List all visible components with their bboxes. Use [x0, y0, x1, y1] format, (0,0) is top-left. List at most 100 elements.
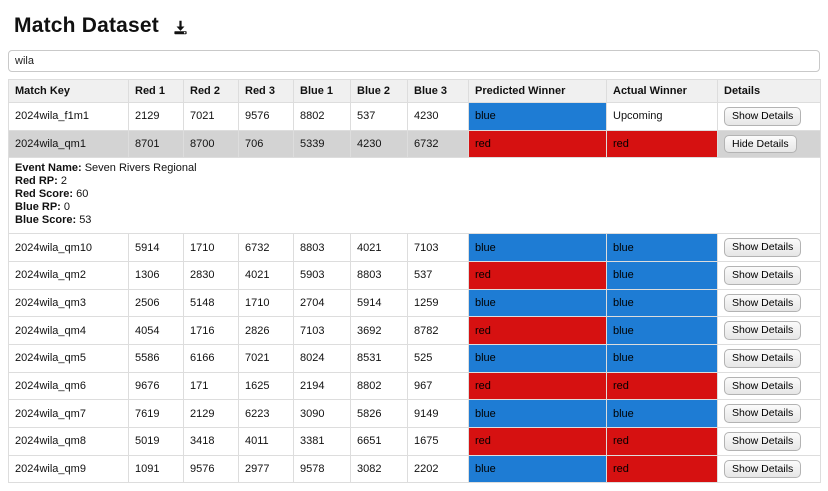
show-details-button[interactable]: Show Details [724, 321, 802, 340]
blue3-cell: 537 [407, 260, 469, 290]
table-row: 2024wila_qm2 1306 2830 4021 5903 8803 537 red bl… [8, 260, 821, 290]
details-cell: Show Details [717, 288, 821, 318]
show-details-button[interactable]: Show Details [724, 107, 802, 126]
red2-cell: 7021 [183, 102, 239, 131]
column-header-predicted-winner: Predicted Winner [468, 79, 607, 103]
actual-winner-cell: blue [606, 288, 718, 318]
actual-winner-cell: blue [606, 399, 718, 429]
predicted-winner-cell: red [468, 129, 607, 159]
show-details-button[interactable]: Show Details [724, 376, 802, 396]
predicted-winner-cell: red [468, 316, 607, 345]
details-cell: Show Details [717, 371, 821, 401]
blue2-cell: 537 [350, 102, 408, 131]
blue3-cell: 1259 [407, 288, 469, 318]
hide-details-button[interactable]: Hide Details [724, 134, 797, 154]
details-cell: Show Details [717, 102, 821, 131]
blue2-cell: 8802 [350, 371, 408, 401]
column-header-red-1: Red 1 [128, 79, 184, 103]
red1-cell: 2129 [128, 102, 184, 131]
table-row: 2024wila_qm5 5586 6166 7021 8024 8531 525 blue b… [8, 343, 821, 373]
show-details-button[interactable]: Show Details [724, 265, 802, 285]
download-icon[interactable] [171, 18, 190, 37]
table-row: 2024wila_f1m1 2129 7021 9576 8802 537 4230 blue… [8, 102, 821, 131]
blue3-cell: 2202 [407, 454, 469, 484]
show-details-button[interactable]: Show Details [724, 293, 802, 313]
predicted-winner-cell: blue [468, 454, 607, 484]
red2-cell: 2129 [183, 399, 239, 429]
blue3-cell: 967 [407, 371, 469, 401]
show-details-button[interactable]: Show Details [724, 238, 802, 257]
show-details-button[interactable]: Show Details [724, 404, 802, 424]
blue2-cell: 4021 [350, 233, 408, 262]
column-header-details: Details [717, 79, 821, 103]
blue1-cell: 2704 [293, 288, 351, 318]
red1-cell: 5019 [128, 427, 184, 456]
table-row: 2024wila_qm6 9676 171 1625 2194 8802 967 red red… [8, 371, 821, 401]
table-row: 2024wila_qm9 1091 9576 2977 9578 3082 2202 blue… [8, 454, 821, 484]
show-details-button[interactable]: Show Details [724, 432, 802, 451]
blue2-cell: 6651 [350, 427, 408, 456]
page-header: Match Dataset [14, 14, 814, 38]
details-cell: Show Details [717, 233, 821, 262]
blue2-cell: 8803 [350, 260, 408, 290]
details-cell: Show Details [717, 343, 821, 373]
predicted-winner-cell: blue [468, 399, 607, 429]
details-line-blue-rp: Blue RP: 0 [15, 201, 71, 214]
blue3-cell: 1675 [407, 427, 469, 456]
actual-winner-cell: red [606, 427, 718, 456]
blue2-cell: 4230 [350, 129, 408, 159]
blue1-cell: 9578 [293, 454, 351, 484]
table-header: Match Key Red 1 Red 2 Red 3 Blue 1 Blue 2 Blue… [8, 79, 821, 103]
page-title: Match Dataset [14, 14, 159, 37]
red1-cell: 2506 [128, 288, 184, 318]
red3-cell: 1625 [238, 371, 294, 401]
predicted-winner-cell: blue [468, 343, 607, 373]
red2-cell: 2830 [183, 260, 239, 290]
search-input[interactable] [8, 50, 820, 72]
blue1-cell: 3090 [293, 399, 351, 429]
actual-winner-cell: blue [606, 233, 718, 262]
blue2-cell: 5826 [350, 399, 408, 429]
table-row: 2024wila_qm7 7619 2129 6223 3090 5826 9149 blue… [8, 399, 821, 429]
details-cell: Hide Details [717, 129, 821, 159]
details-cell: Show Details [717, 427, 821, 456]
red2-cell: 5148 [183, 288, 239, 318]
column-header-blue-2: Blue 2 [350, 79, 408, 103]
blue1-cell: 3381 [293, 427, 351, 456]
details-line-red-score: Red Score: 60 [15, 188, 89, 201]
red3-cell: 2826 [238, 316, 294, 345]
match-table-body: 2024wila_f1m1 2129 7021 9576 8802 537 4230 blue… [8, 102, 821, 484]
column-header-red-2: Red 2 [183, 79, 239, 103]
blue3-cell: 4230 [407, 102, 469, 131]
match-key-cell: 2024wila_qm8 [8, 427, 129, 456]
blue1-cell: 2194 [293, 371, 351, 401]
details-line-event-name: Event Name: Seven Rivers Regional [15, 162, 197, 175]
blue1-cell: 8802 [293, 102, 351, 131]
blue1-cell: 8803 [293, 233, 351, 262]
details-panel: Event Name: Seven Rivers Regional Red RP:… [8, 157, 821, 235]
blue1-cell: 7103 [293, 316, 351, 345]
red1-cell: 1091 [128, 454, 184, 484]
match-key-cell: 2024wila_qm9 [8, 454, 129, 484]
details-panel-row: Event Name: Seven Rivers Regional Red RP:… [8, 157, 821, 235]
blue1-cell: 8024 [293, 343, 351, 373]
actual-winner-cell: Upcoming [606, 102, 718, 131]
predicted-winner-cell: blue [468, 233, 607, 262]
red2-cell: 6166 [183, 343, 239, 373]
red3-cell: 6732 [238, 233, 294, 262]
actual-winner-cell: red [606, 129, 718, 159]
match-key-cell: 2024wila_f1m1 [8, 102, 129, 131]
match-key-cell: 2024wila_qm3 [8, 288, 129, 318]
match-key-cell: 2024wila_qm7 [8, 399, 129, 429]
show-details-button[interactable]: Show Details [724, 348, 802, 368]
predicted-winner-cell: blue [468, 102, 607, 131]
predicted-winner-cell: red [468, 260, 607, 290]
table-row: 2024wila_qm8 5019 3418 4011 3381 6651 1675 red r… [8, 427, 821, 456]
table-row: 2024wila_qm4 4054 1716 2826 7103 3692 8782 red b… [8, 316, 821, 345]
column-header-blue-1: Blue 1 [293, 79, 351, 103]
red3-cell: 7021 [238, 343, 294, 373]
table-row: 2024wila_qm1 8701 8700 706 5339 4230 6732 red re… [8, 129, 821, 159]
show-details-button[interactable]: Show Details [724, 459, 802, 479]
blue3-cell: 8782 [407, 316, 469, 345]
blue2-cell: 8531 [350, 343, 408, 373]
